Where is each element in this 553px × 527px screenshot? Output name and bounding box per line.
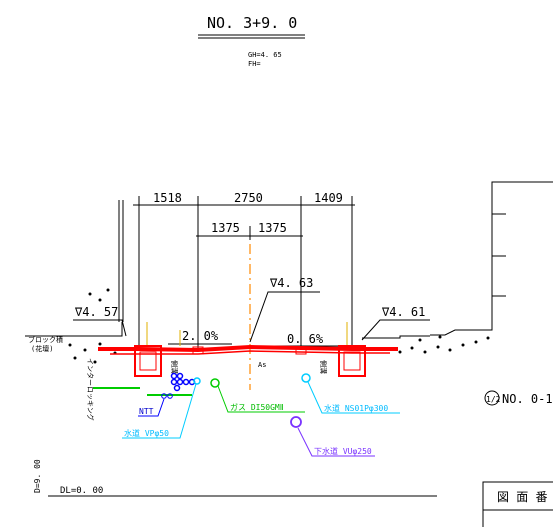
- slope-right: 0. 6%: [287, 332, 324, 346]
- pavement-label: As: [258, 361, 266, 369]
- gas-leader: [217, 385, 305, 413]
- side-note-text: NO. 0-1: [502, 392, 553, 406]
- interlocking-label: インターロッキング: [86, 358, 95, 421]
- level-center: ∇4. 63: [269, 276, 313, 290]
- water-left-leader: [122, 383, 197, 439]
- sewer-label: 下水道 VUφ250: [314, 446, 372, 456]
- slope-left: 2. 0%: [182, 329, 219, 343]
- gas-pipe: [210, 378, 220, 388]
- formation-height-label: FH=: [248, 60, 261, 68]
- ntt-label: NTT: [139, 407, 154, 416]
- dim-right-sidewalk: 1409: [314, 191, 343, 205]
- sewer-pipe: [290, 416, 302, 428]
- station-title: NO. 3+9. 0: [207, 14, 297, 32]
- level-right: ∇4. 61: [381, 305, 425, 319]
- block-wall-label: ブロック積: [28, 335, 63, 344]
- gas-label: ガス DI50GMⅡ: [230, 402, 284, 412]
- datum-d-vertical: D=9. 00: [33, 459, 42, 493]
- level-center-leader: [249, 291, 320, 343]
- right-ground-line: [362, 335, 430, 339]
- sewer-leader: [297, 427, 375, 457]
- level-left-leader: [73, 319, 127, 337]
- water-left-pipe: [193, 377, 201, 385]
- dim-half-left: 1375: [211, 221, 240, 235]
- ntt-leader: [138, 393, 173, 417]
- right-boundary-line: [430, 181, 553, 336]
- side-note-circle: [484, 390, 500, 406]
- water-right-label: 水道 NS01Pφ300: [324, 403, 388, 413]
- side-note-circle-text: 1/2: [486, 395, 501, 404]
- dim-carriageway: 2750: [234, 191, 263, 205]
- title-block-frame: [482, 481, 553, 527]
- ground-height-label: GH=4. 65: [248, 51, 282, 59]
- level-left: ∇4. 57: [74, 305, 118, 319]
- datum-dl-label: DL=0. 00: [60, 486, 103, 496]
- green-pipe-markers: [93, 387, 192, 396]
- water-right-leader: [307, 381, 400, 414]
- water-right-pipe: [301, 373, 311, 383]
- gutter-right-label: 側溝: [319, 360, 328, 374]
- dim-half-right: 1375: [258, 221, 287, 235]
- ground-dots: [68, 288, 490, 364]
- gutter-left-label: 側溝: [170, 360, 179, 374]
- level-right-leader: [361, 319, 430, 341]
- water-left-label: 水道 VPφ50: [124, 428, 169, 438]
- ntt-duct-bank: [170, 372, 196, 392]
- pavement-structure: [98, 344, 398, 377]
- title-block-label: 図 面 番: [497, 490, 547, 504]
- block-wall-sub-label: (花壇): [31, 344, 53, 353]
- left-ground-line: [25, 322, 123, 337]
- dim-left-sidewalk: 1518: [153, 191, 182, 205]
